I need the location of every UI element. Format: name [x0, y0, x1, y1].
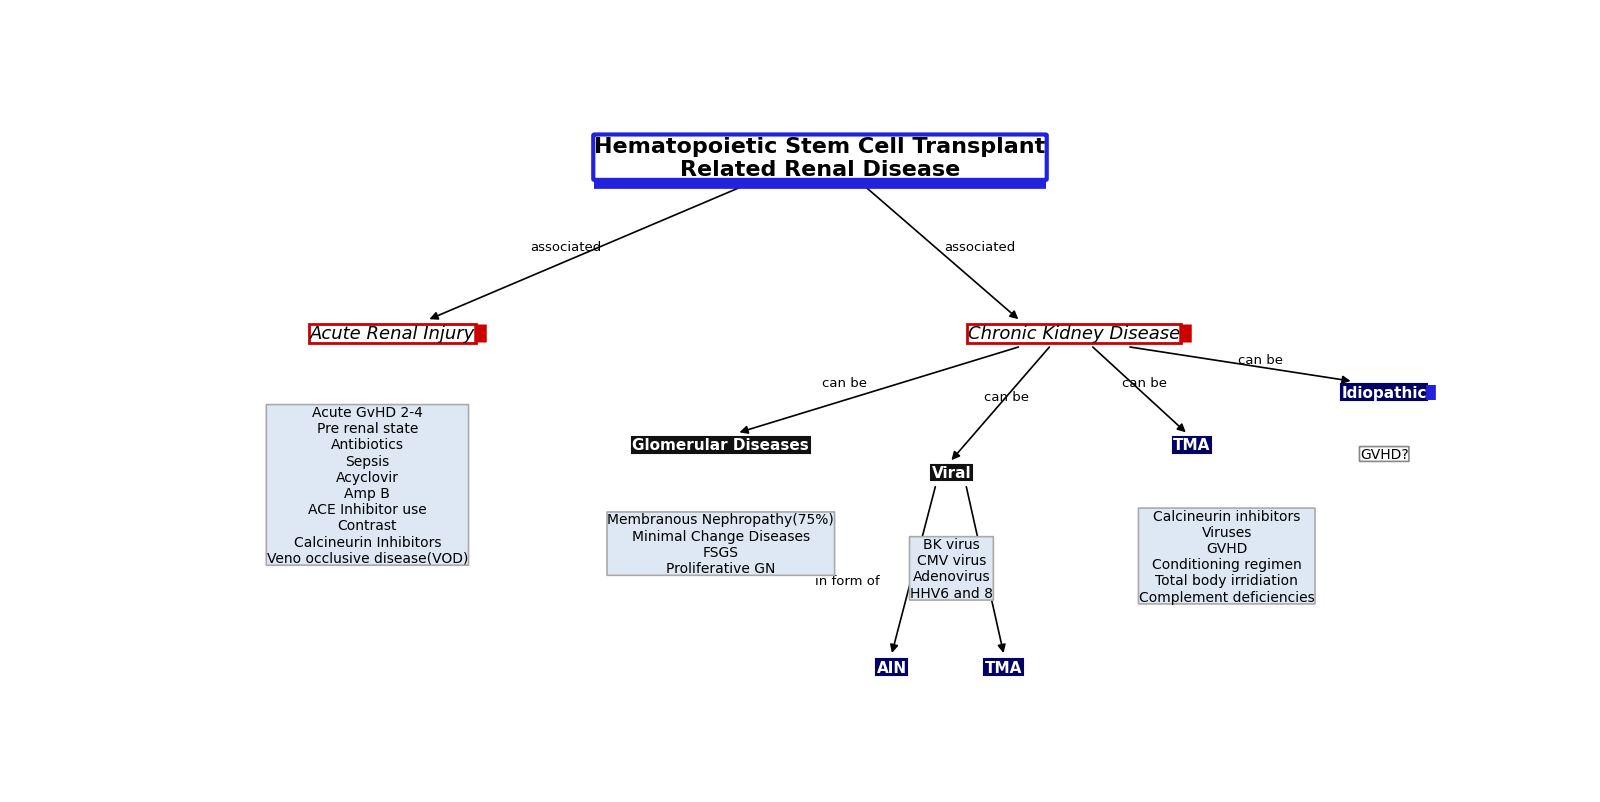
- Text: Viral: Viral: [931, 465, 971, 480]
- Text: can be: can be: [984, 391, 1029, 403]
- Text: Calcineurin inhibitors
Viruses
GVHD
Conditioning regimen
Total body irridiation
: Calcineurin inhibitors Viruses GVHD Cond…: [1139, 508, 1315, 604]
- Text: can be: can be: [1122, 377, 1168, 390]
- Text: Glomerular Diseases: Glomerular Diseases: [632, 438, 810, 452]
- Text: in form of: in form of: [814, 574, 880, 588]
- Text: Hematopoietic Stem Cell Transplant
Related Renal Disease: Hematopoietic Stem Cell Transplant Relat…: [594, 136, 1046, 180]
- Text: Idiopathic: Idiopathic: [1341, 385, 1427, 400]
- Text: TMA: TMA: [1173, 438, 1211, 452]
- Text: BK virus
CMV virus
Adenovirus
HHV6 and 8: BK virus CMV virus Adenovirus HHV6 and 8: [910, 537, 994, 600]
- Text: GVHD?: GVHD?: [1360, 448, 1408, 461]
- Text: Acute GvHD 2-4
Pre renal state
Antibiotics
Sepsis
Acyclovir
Amp B
ACE Inhibitor : Acute GvHD 2-4 Pre renal state Antibioti…: [267, 406, 469, 565]
- Text: Acute Renal Injury: Acute Renal Injury: [309, 325, 475, 343]
- Text: AIN: AIN: [877, 660, 907, 675]
- Text: Membranous Nephropathy(75%)
Minimal Change Diseases
FSGS
Proliferative GN: Membranous Nephropathy(75%) Minimal Chan…: [608, 512, 834, 575]
- Text: can be: can be: [1238, 354, 1283, 367]
- Text: Chronic Kidney Disease: Chronic Kidney Disease: [968, 325, 1181, 343]
- Text: TMA: TMA: [986, 660, 1022, 675]
- Text: can be: can be: [822, 377, 867, 390]
- Text: associated: associated: [530, 241, 602, 254]
- Text: associated: associated: [944, 241, 1016, 254]
